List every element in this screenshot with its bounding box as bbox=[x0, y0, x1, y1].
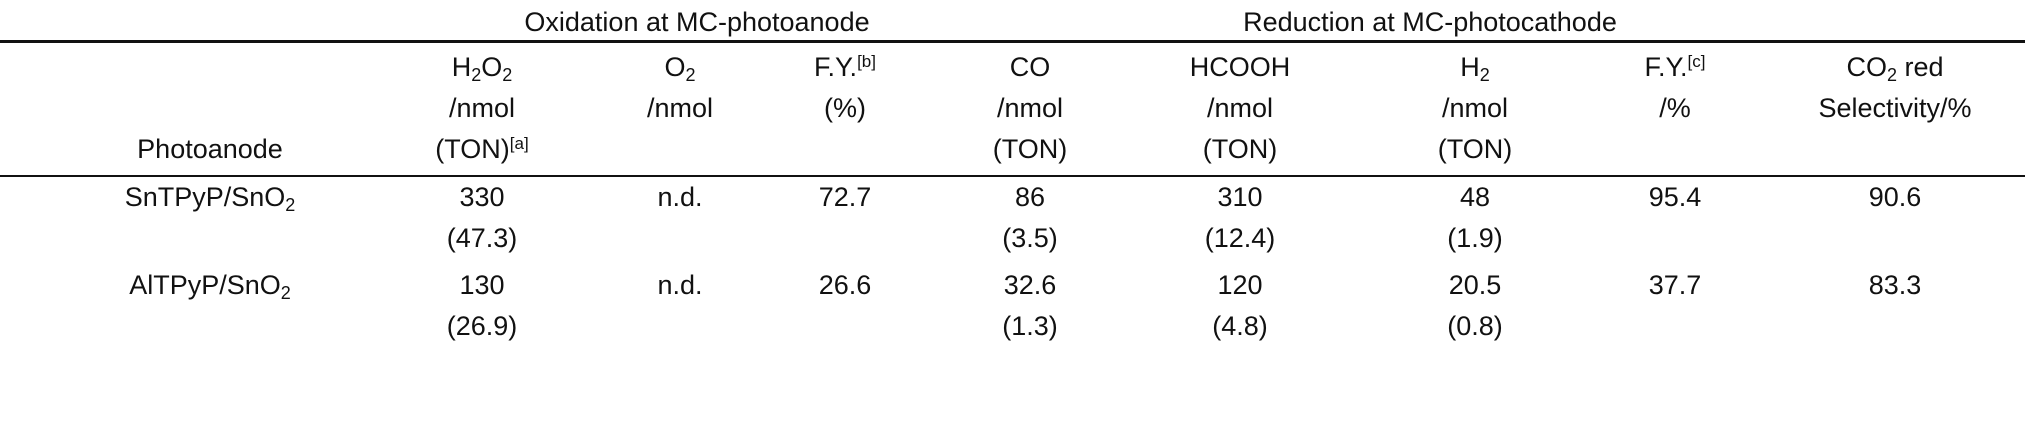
group-heading-oxidation: Oxidation at MC-photoanode bbox=[524, 7, 870, 37]
row-2-photoanode: AlTPyP/SnO2 bbox=[20, 268, 400, 302]
header-o2: O2 bbox=[620, 50, 740, 84]
header-hcooh: HCOOH bbox=[1189, 52, 1291, 82]
co2-sym: CO bbox=[1846, 52, 1887, 82]
header-co-unit: /nmol bbox=[996, 93, 1064, 123]
row-2-hcooh: 120 bbox=[1217, 270, 1263, 300]
footnote-c: [c] bbox=[1687, 52, 1706, 71]
header-h2-ton: (TON) bbox=[1437, 134, 1513, 164]
header-h2: H2 bbox=[1415, 50, 1535, 84]
header-h2-unit: /nmol bbox=[1441, 93, 1509, 123]
row-1-co-ton: (3.5) bbox=[1002, 223, 1058, 253]
row-2-hcooh-ton: (4.8) bbox=[1212, 311, 1268, 341]
o2-sym: O bbox=[664, 52, 686, 82]
row-1-fy-red: 95.4 bbox=[1648, 182, 1702, 212]
row-2-h2: 20.5 bbox=[1448, 270, 1502, 300]
h2o2-sub2: 2 bbox=[502, 65, 513, 85]
header-h2o2-ton: (TON)[a] bbox=[407, 132, 557, 166]
header-rule bbox=[0, 175, 2025, 177]
row-1-hcooh: 310 bbox=[1217, 182, 1263, 212]
row-2-co: 32.6 bbox=[1003, 270, 1057, 300]
fy-red-label: F.Y. bbox=[1644, 52, 1688, 82]
header-hcooh-unit: /nmol bbox=[1206, 93, 1274, 123]
top-rule bbox=[0, 40, 2025, 43]
header-co2-selectivity: CO2 red bbox=[1795, 50, 1995, 84]
footnote-b: [b] bbox=[857, 52, 876, 71]
header-fy-ox-unit: (%) bbox=[824, 93, 866, 123]
h2o2-sub1: 2 bbox=[471, 65, 482, 85]
h2o2-sym2: O bbox=[481, 52, 503, 82]
row-2-fy-red: 37.7 bbox=[1648, 270, 1702, 300]
h2-sub: 2 bbox=[1479, 65, 1490, 85]
co2-sub: 2 bbox=[1886, 65, 1897, 85]
row-2-selectivity: 83.3 bbox=[1868, 270, 1922, 300]
row-1-co: 86 bbox=[1014, 182, 1046, 212]
row-1-h2-ton: (1.9) bbox=[1447, 223, 1503, 253]
row-1-photoanode-name: SnTPyP/SnO bbox=[124, 182, 286, 212]
row-1-photoanode-sub: 2 bbox=[285, 195, 296, 215]
row-1-selectivity: 90.6 bbox=[1868, 182, 1922, 212]
row-2-h2o2: 130 bbox=[459, 270, 505, 300]
row-2-photoanode-sub: 2 bbox=[280, 283, 291, 303]
row-1-o2: n.d. bbox=[657, 182, 703, 212]
header-fy-red-unit: /% bbox=[1659, 93, 1691, 123]
row-1-h2o2: 330 bbox=[459, 182, 505, 212]
fy-ox-label: F.Y. bbox=[814, 52, 858, 82]
row-1-h2: 48 bbox=[1459, 182, 1491, 212]
header-fy-ox: F.Y.[b] bbox=[785, 50, 905, 84]
row-2-fy-ox: 26.6 bbox=[818, 270, 872, 300]
row-1-fy-ox: 72.7 bbox=[818, 182, 872, 212]
h2o2-ton-label: (TON) bbox=[435, 134, 510, 164]
header-co2-selectivity-unit: Selectivity/% bbox=[1818, 93, 1972, 123]
header-fy-red: F.Y.[c] bbox=[1615, 50, 1735, 84]
header-h2o2: H2O2 bbox=[407, 50, 557, 84]
group-heading-reduction: Reduction at MC-photocathode bbox=[1243, 7, 1617, 37]
header-h2o2-unit: /nmol bbox=[448, 93, 516, 123]
footnote-a: [a] bbox=[509, 134, 529, 153]
row-1-photoanode: SnTPyP/SnO2 bbox=[20, 180, 400, 214]
h2o2-sym1: H bbox=[451, 52, 472, 82]
h2-sym: H bbox=[1460, 52, 1480, 82]
o2-sub: 2 bbox=[685, 65, 696, 85]
row-1-h2o2-ton: (47.3) bbox=[446, 223, 518, 253]
row-2-o2: n.d. bbox=[657, 270, 703, 300]
row-1-hcooh-ton: (12.4) bbox=[1204, 223, 1276, 253]
row-2-h2o2-ton: (26.9) bbox=[446, 311, 518, 341]
header-co: CO bbox=[1009, 52, 1051, 82]
row-2-co-ton: (1.3) bbox=[1002, 311, 1058, 341]
header-photoanode: Photoanode bbox=[137, 134, 283, 164]
header-hcooh-ton: (TON) bbox=[1202, 134, 1278, 164]
header-co-ton: (TON) bbox=[992, 134, 1068, 164]
co2-rest: red bbox=[1896, 52, 1944, 82]
header-o2-unit: /nmol bbox=[646, 93, 714, 123]
row-2-h2-ton: (0.8) bbox=[1447, 311, 1503, 341]
row-2-photoanode-name: AlTPyP/SnO bbox=[129, 270, 281, 300]
